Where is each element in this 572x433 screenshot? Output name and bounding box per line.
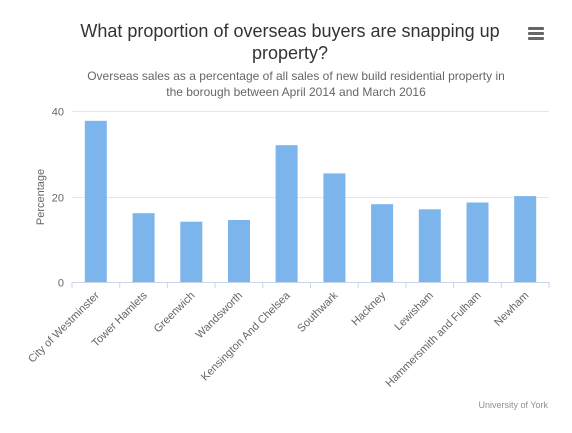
credits-label: University of York [478, 400, 548, 410]
x-tick-label: Newham [492, 290, 531, 329]
x-tick-label: Kensington And Chelsea [199, 289, 293, 383]
y-tick-label: 40 [52, 107, 64, 119]
x-tick-label: Hackney [349, 289, 388, 328]
x-tick-label: Lewisham [392, 290, 436, 334]
x-tick-label: Southwark [295, 289, 341, 335]
x-tick-label: Wandsworth [194, 290, 245, 341]
bar [275, 145, 298, 282]
hamburger-menu-icon [528, 27, 544, 40]
bar [371, 204, 394, 282]
bar [323, 173, 346, 282]
y-tick-label: 0 [58, 278, 64, 290]
y-axis-title: Percentage [35, 169, 47, 225]
bar [514, 196, 537, 282]
axes [71, 282, 550, 288]
bar [228, 220, 250, 282]
gridlines [72, 111, 549, 198]
bar [466, 202, 489, 282]
bar [180, 221, 203, 282]
x-tick-label: Greenwich [152, 290, 198, 336]
chart-subtitle-line-1: Overseas sales as a percentage of all sa… [87, 69, 505, 83]
chart-title-line-2: property? [252, 43, 328, 63]
bar [84, 120, 107, 282]
bars [84, 120, 537, 282]
bar [418, 209, 441, 282]
x-tick-label: City of Westminster [26, 289, 102, 365]
bar [132, 213, 155, 282]
x-tick-label: Hammersmith and Fulham [383, 290, 483, 390]
chart-menu-button[interactable] [522, 22, 550, 46]
chart-subtitle-line-2: the borough between April 2014 and March… [166, 85, 426, 99]
y-tick-label: 20 [52, 193, 64, 205]
chart-title-line-1: What proportion of overseas buyers are s… [80, 21, 499, 41]
